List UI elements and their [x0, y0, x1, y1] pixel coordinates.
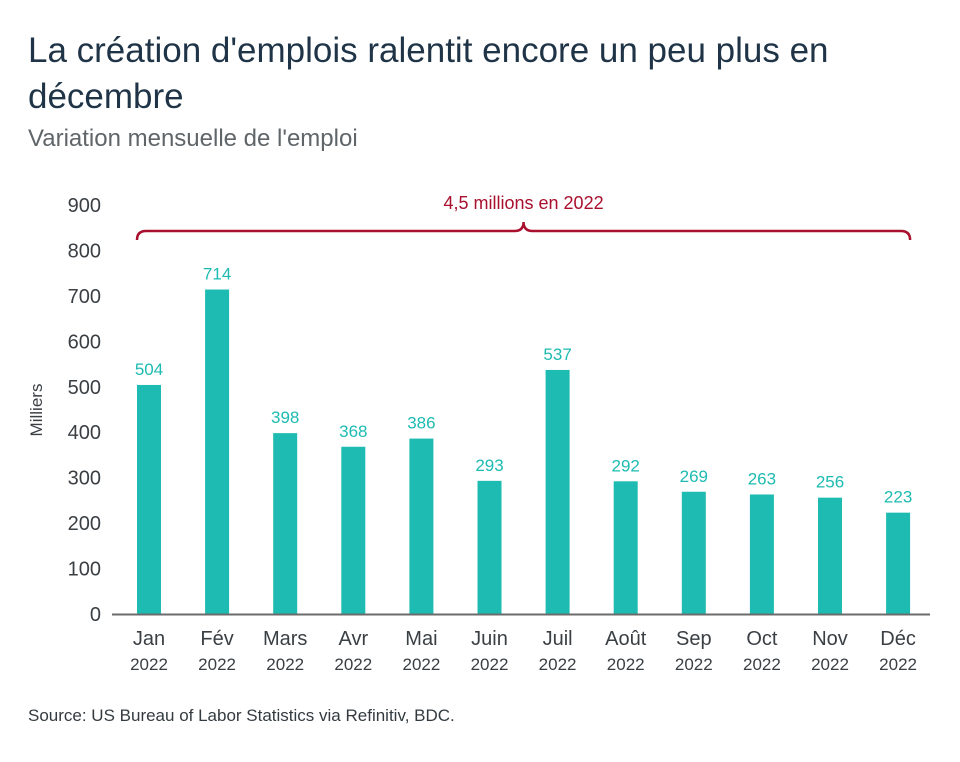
y-axis-ticks: 0 100 200 300 400 500 600 700 800 900 — [68, 195, 101, 626]
y-tick-label: 0 — [90, 604, 101, 626]
x-tick-label: Oct — [746, 628, 778, 650]
x-tick-label: Juin — [471, 628, 508, 650]
x-tick-label: Déc — [880, 628, 916, 650]
annotation-label: 4,5 millions en 2022 — [443, 193, 603, 213]
bar — [205, 289, 230, 614]
bar-value-label: 293 — [475, 456, 503, 475]
bar-chart: 0 100 200 300 400 500 600 700 800 900 Milliers 50… — [27, 193, 930, 674]
x-tick-label: Mars — [263, 628, 307, 650]
x-tick-sublabel: 2022 — [198, 655, 236, 674]
x-tick-label: Sep — [676, 628, 712, 650]
bar — [749, 494, 774, 614]
bar-value-label: 256 — [816, 473, 844, 492]
x-tick-sublabel: 2022 — [879, 655, 917, 674]
x-tick-sublabel: 2022 — [675, 655, 713, 674]
bar — [341, 446, 366, 614]
bar-value-label: 537 — [543, 345, 571, 364]
source-note: Source: US Bureau of Labor Statistics vi… — [28, 706, 455, 725]
x-tick-sublabel: 2022 — [811, 655, 849, 674]
x-tick-label: Juil — [543, 628, 573, 650]
y-axis-label: Milliers — [27, 384, 46, 437]
y-tick-label: 900 — [68, 195, 101, 217]
y-tick-label: 800 — [68, 240, 101, 262]
x-tick-sublabel: 2022 — [402, 655, 440, 674]
x-tick-sublabel: 2022 — [743, 655, 781, 674]
x-tick-sublabel: 2022 — [334, 655, 372, 674]
x-tick-label: Août — [605, 628, 647, 650]
x-tick-label: Jan — [133, 628, 165, 650]
bar-value-label: 386 — [407, 414, 435, 433]
x-tick-label: Fév — [200, 628, 233, 650]
bar — [613, 481, 638, 614]
x-axis-ticks: Jan 2022 Fév 2022 Mars 2022 Avr 2022 Mai 2022 Juin… — [130, 628, 917, 674]
y-tick-label: 200 — [68, 513, 101, 535]
bar-value-label: 368 — [339, 422, 367, 441]
x-tick-sublabel: 2022 — [607, 655, 645, 674]
bar-value-label: 504 — [135, 360, 163, 379]
x-tick-label: Avr — [338, 628, 368, 650]
x-tick-sublabel: 2022 — [539, 655, 577, 674]
bar — [818, 497, 842, 614]
y-tick-label: 300 — [68, 468, 101, 490]
y-tick-label: 600 — [68, 331, 101, 353]
x-tick-label: Mai — [405, 628, 437, 650]
bar — [273, 433, 298, 614]
chart-title: La création d'emplois ralentit encore un… — [28, 31, 829, 116]
y-tick-label: 500 — [68, 377, 101, 399]
y-tick-label: 700 — [68, 286, 101, 308]
bar-value-label: 223 — [884, 488, 912, 507]
bar — [545, 369, 570, 614]
bar-value-label: 263 — [748, 469, 776, 488]
bar — [409, 438, 434, 614]
x-tick-sublabel: 2022 — [130, 655, 168, 674]
bars-group — [137, 289, 911, 614]
x-tick-sublabel: 2022 — [266, 655, 304, 674]
bar — [681, 491, 706, 614]
bar-value-label: 269 — [680, 467, 708, 486]
annotation-brace — [135, 221, 912, 241]
y-tick-label: 100 — [68, 559, 101, 581]
bar-value-label: 714 — [203, 265, 231, 284]
bar-value-labels: 504 714 398 368 386 293 537 292 269 263 256 223 — [135, 265, 912, 507]
bar-value-label: 292 — [612, 456, 640, 475]
x-tick-sublabel: 2022 — [471, 655, 509, 674]
chart-subtitle: Variation mensuelle de l'emploi — [28, 125, 358, 152]
y-tick-label: 400 — [68, 422, 101, 444]
bar-value-label: 398 — [271, 408, 299, 427]
bar — [886, 512, 911, 614]
bar — [137, 384, 161, 614]
x-tick-label: Nov — [812, 628, 848, 650]
bar — [477, 480, 502, 614]
